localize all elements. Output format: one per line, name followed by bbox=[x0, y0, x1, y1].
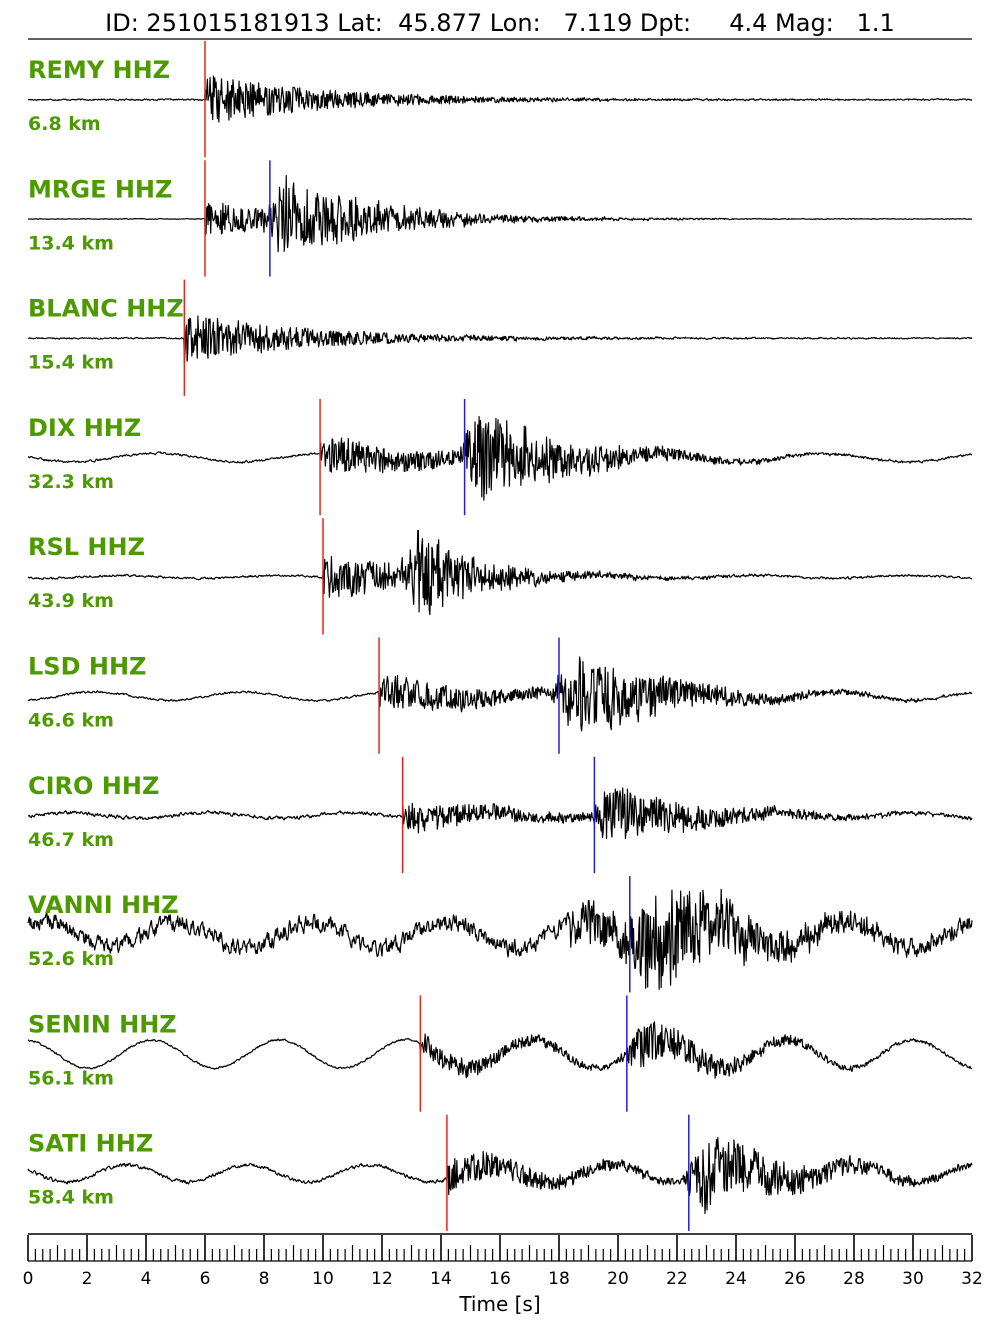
station-distance-label: 56.1 km bbox=[28, 1067, 114, 1089]
waveform-trace bbox=[27, 1137, 973, 1215]
x-tick-label: 28 bbox=[843, 1269, 865, 1289]
station-distance-label: 15.4 km bbox=[28, 352, 114, 374]
x-tick-label: 4 bbox=[141, 1269, 152, 1289]
station-panel: VANNI HHZ 52.6 km bbox=[27, 876, 973, 993]
x-tick-label: 0 bbox=[23, 1269, 34, 1289]
station-name-label: REMY HHZ bbox=[28, 56, 170, 84]
x-tick-label: 18 bbox=[548, 1269, 570, 1289]
station-distance-label: 58.4 km bbox=[28, 1187, 114, 1209]
station-panel: MRGE HHZ 13.4 km bbox=[27, 160, 973, 277]
station-panel: RSL HHZ 43.9 km bbox=[27, 518, 973, 635]
x-tick-label: 8 bbox=[259, 1269, 270, 1289]
x-tick-label: 12 bbox=[371, 1269, 393, 1289]
x-tick-label: 20 bbox=[607, 1269, 629, 1289]
station-distance-label: 46.7 km bbox=[28, 829, 114, 851]
waveform-trace bbox=[27, 1021, 973, 1079]
x-tick-label: 6 bbox=[200, 1269, 211, 1289]
waveform-trace bbox=[27, 529, 973, 616]
waveform-trace bbox=[27, 315, 973, 363]
x-tick-label: 24 bbox=[725, 1269, 747, 1289]
waveform-trace bbox=[27, 888, 973, 990]
station-panel: SENIN HHZ 56.1 km bbox=[27, 995, 973, 1112]
station-name-label: LSD HHZ bbox=[28, 653, 146, 681]
station-name-label: RSL HHZ bbox=[28, 533, 145, 561]
x-tick-label: 26 bbox=[784, 1269, 806, 1289]
station-name-label: SENIN HHZ bbox=[28, 1010, 177, 1038]
station-name-label: SATI HHZ bbox=[28, 1130, 153, 1158]
waveform-trace bbox=[27, 416, 973, 501]
waveform-trace bbox=[27, 174, 973, 253]
x-tick-label: 16 bbox=[489, 1269, 511, 1289]
station-distance-label: 46.6 km bbox=[28, 710, 114, 732]
x-tick-label: 10 bbox=[312, 1269, 334, 1289]
station-name-label: BLANC HHZ bbox=[28, 295, 184, 323]
station-distance-label: 6.8 km bbox=[28, 113, 101, 135]
station-panel: BLANC HHZ 15.4 km bbox=[27, 279, 973, 396]
station-name-label: CIRO HHZ bbox=[28, 772, 159, 800]
station-name-label: DIX HHZ bbox=[28, 414, 141, 442]
station-panel: DIX HHZ 32.3 km bbox=[27, 398, 973, 516]
trace-group: REMY HHZ 6.8 km MRGE HHZ 13.4 km BLANC HHZ 15… bbox=[27, 41, 973, 1231]
x-tick-label: 22 bbox=[666, 1269, 688, 1289]
station-panel: LSD HHZ 46.6 km bbox=[27, 637, 973, 754]
event-title: ID: 251015181913 Lat: 45.877 Lon: 7.119 … bbox=[105, 9, 895, 37]
x-tick-label: 30 bbox=[902, 1269, 924, 1289]
station-distance-label: 13.4 km bbox=[28, 232, 114, 254]
station-distance-label: 43.9 km bbox=[28, 590, 114, 612]
waveform-trace bbox=[27, 75, 973, 123]
x-tick-label: 32 bbox=[961, 1269, 983, 1289]
station-name-label: VANNI HHZ bbox=[28, 891, 179, 919]
x-axis-label: Time [s] bbox=[458, 1292, 540, 1316]
time-axis: 0 2 4 6 8 10 12 14 16 18 20 22 24 26 28 30 32 bbox=[23, 1233, 983, 1289]
station-panel: CIRO HHZ 46.7 km bbox=[27, 756, 973, 874]
waveform-trace bbox=[27, 787, 973, 840]
x-tick-label: 2 bbox=[82, 1269, 93, 1289]
station-distance-label: 52.6 km bbox=[28, 948, 114, 970]
station-distance-label: 32.3 km bbox=[28, 471, 114, 493]
station-panel: SATI HHZ 58.4 km bbox=[27, 1114, 973, 1231]
waveform-trace bbox=[27, 656, 973, 732]
station-panel: REMY HHZ 6.8 km bbox=[27, 41, 973, 158]
x-tick-label: 14 bbox=[430, 1269, 452, 1289]
station-name-label: MRGE HHZ bbox=[28, 175, 172, 203]
